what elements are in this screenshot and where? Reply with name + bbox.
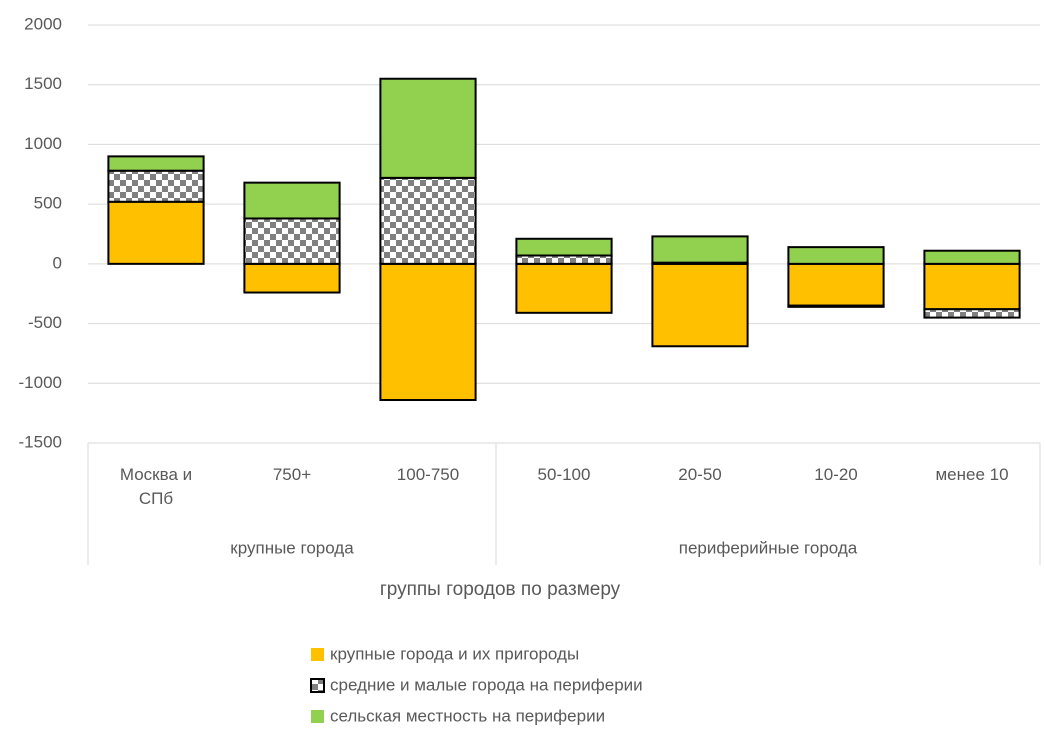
y-tick-label: -1000 [19, 373, 62, 392]
legend-swatch [311, 648, 324, 661]
bar-segment [379, 262, 477, 402]
bar-segment [107, 155, 205, 172]
bar-segment [515, 262, 613, 314]
bar-segment [515, 237, 613, 257]
bar-segment [651, 262, 749, 348]
group-label: периферийные города [679, 538, 858, 557]
legend-label: средние и малые города на периферии [330, 675, 643, 694]
bar-segment [379, 77, 477, 179]
x-axis-title: группы городов по размеру [380, 579, 621, 600]
y-tick-label: -1500 [19, 432, 62, 451]
y-tick-label: 500 [34, 194, 62, 213]
x-tick-label: Москва и СПб [119, 465, 193, 508]
legend-label: крупные города и их пригороды [330, 644, 579, 663]
legend-label: сельская местность на периферии [330, 706, 605, 725]
x-tick-label: 750+ [272, 465, 312, 484]
bar-segment [923, 249, 1021, 265]
bar-segment [787, 246, 885, 265]
legend-swatch [311, 710, 324, 723]
bar-segment [379, 176, 477, 265]
bar-segment [243, 181, 341, 220]
bar-segment [515, 254, 613, 265]
y-tick-label: -500 [28, 313, 62, 332]
x-tick-label: менее 10 [935, 465, 1009, 484]
group-label: крупные города [230, 538, 354, 557]
bar-segment [107, 200, 205, 265]
bar-segment [107, 169, 205, 203]
bar-segment [787, 262, 885, 307]
bar-segment [787, 304, 885, 308]
bar-segment [923, 262, 1021, 311]
bar-segment [243, 217, 341, 265]
legend-swatch [310, 678, 325, 693]
x-tick-label: 20-50 [678, 465, 722, 484]
y-tick-label: 0 [53, 253, 62, 272]
x-tick-label: 10-20 [814, 465, 858, 484]
y-tick-label: 2000 [24, 14, 62, 33]
bar-segment [923, 308, 1021, 319]
bar-segment [651, 235, 749, 264]
x-tick-label: 50-100 [537, 465, 591, 484]
y-tick-label: 1500 [24, 74, 62, 93]
y-tick-label: 1000 [24, 134, 62, 153]
bar-segment [243, 262, 341, 294]
x-tick-label: 100-750 [396, 465, 460, 484]
